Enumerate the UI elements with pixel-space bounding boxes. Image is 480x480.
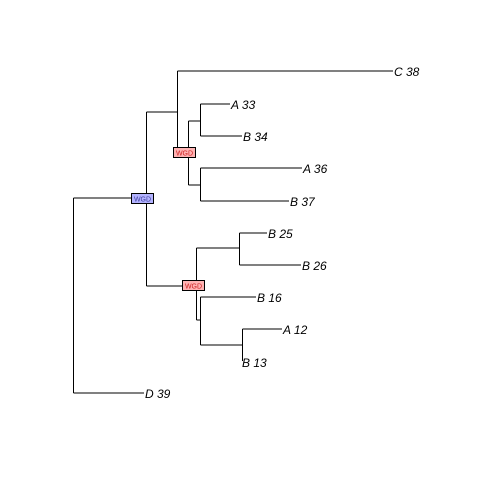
wgd-box-upper-rect [173, 147, 196, 158]
tip-label-c38: C 38 [394, 65, 420, 79]
tree-branches [73, 70, 393, 394]
tip-label-b16: B 16 [257, 291, 282, 305]
tip-labels: C 38 A 33 B 34 A 36 B 37 B 25 B 26 B 16 … [145, 65, 420, 401]
wgd-box-upper-label: WGD [176, 151, 193, 158]
wgd-box-lower-rect [182, 280, 205, 291]
tip-label-b34: B 34 [243, 130, 268, 144]
wgd-box-lower: WGD [182, 280, 205, 291]
wgd-box-root-label: WGD [134, 197, 151, 204]
tip-label-d39: D 39 [145, 387, 171, 401]
wgd-markers: WGD WGD WGD [131, 147, 205, 291]
tip-label-b37: B 37 [290, 195, 316, 209]
tip-label-a33: A 33 [230, 98, 256, 112]
tip-label-b13: B 13 [242, 356, 267, 370]
wgd-box-upper: WGD [173, 147, 196, 158]
tip-label-b25: B 25 [268, 227, 293, 241]
wgd-box-lower-label: WGD [185, 284, 202, 291]
tip-label-a36: A 36 [302, 162, 328, 176]
wgd-box-root-rect [131, 193, 154, 204]
wgd-box-root: WGD [131, 193, 154, 204]
tip-label-b26: B 26 [302, 259, 327, 273]
tip-label-a12: A 12 [282, 323, 308, 337]
